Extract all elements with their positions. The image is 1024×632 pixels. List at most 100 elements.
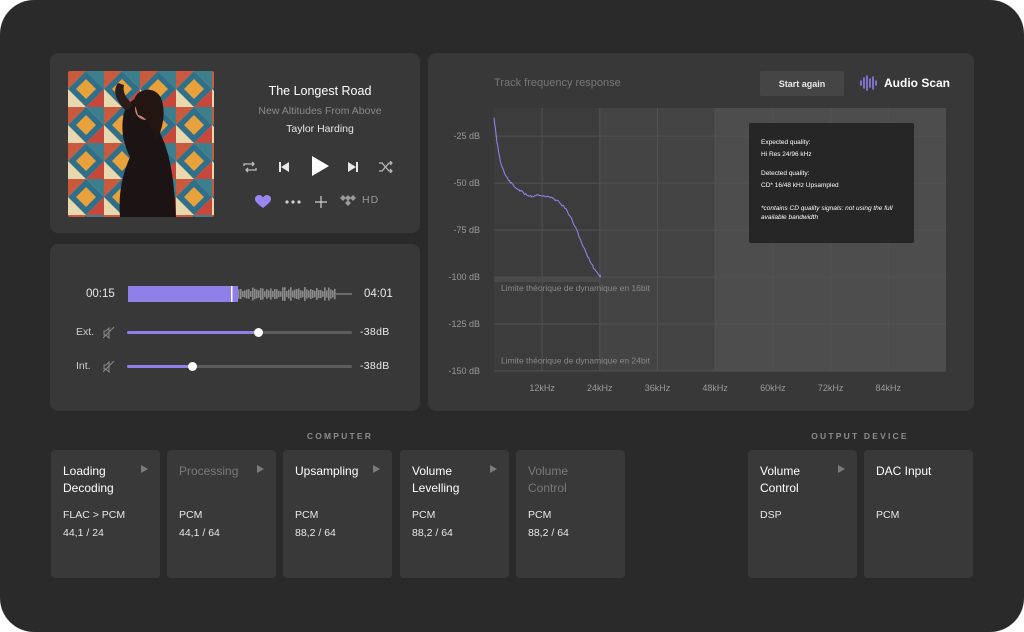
next-button[interactable] [341,155,365,179]
waveform-bar [304,287,306,301]
detected-quality-value: CD* 16/48 kHz Upsampled [761,182,839,189]
waveform-bar [280,291,282,297]
y-tick-label: -25 dB [453,131,480,141]
album-art [68,71,214,217]
waveform-bar [276,289,278,299]
repeat-icon [243,161,257,173]
chain-step-name: Loading Decoding [63,464,114,495]
waveform-bar [298,288,300,300]
chain-arrow-icon [490,465,497,473]
more-options-button[interactable] [282,191,304,213]
limit-16bit-label: Limite théorique de dynamique en 16bit [501,283,650,293]
start-again-button[interactable]: Start again [760,71,844,96]
duration-time: 04:01 [364,288,393,300]
repeat-button[interactable] [238,155,262,179]
chain-step-name: Volume Control [528,464,569,495]
chain-rate: 44,1 / 64 [179,527,220,539]
waveform-seekbar[interactable] [128,286,354,302]
waveform-bar [274,288,276,300]
play-button[interactable] [305,151,335,181]
audio-scan-label: Audio Scan [884,76,951,90]
waveform-bar [296,289,298,299]
waveform-bar [282,287,284,301]
chain-format: PCM [179,509,203,521]
chain-card-loading-decoding[interactable]: Loading Decoding FLAC > PCM 44,1 / 24 [51,450,160,578]
output-card-dac-input[interactable]: DAC Input PCM [864,450,973,578]
y-tick-label: -100 dB [448,272,480,282]
add-button[interactable] [310,191,332,213]
skip-next-icon [348,162,358,172]
chain-format: PCM [295,509,319,521]
y-tick-label: -50 dB [453,178,480,188]
favorite-button[interactable] [252,191,274,213]
x-tick-label: 84kHz [876,383,902,393]
ext-volume-knob[interactable] [253,328,263,337]
chain-card-volume-levelling[interactable]: Volume Levelling PCM 88,2 / 64 [400,450,509,578]
x-tick-label: 12kHz [529,383,555,393]
waveform-bar [264,291,266,297]
hd-label: HD [362,194,380,206]
waveform-bar [266,289,268,299]
more-dots-icon [285,200,301,204]
chain-card-volume-control[interactable]: Volume Control PCM 88,2 / 64 [516,450,625,578]
skip-previous-icon [279,162,289,172]
chain-card-processing[interactable]: Processing PCM 44,1 / 64 [167,450,276,578]
y-tick-label: -75 dB [453,225,480,235]
waveform-bar [258,290,260,298]
ext-volume-slider[interactable] [127,328,352,337]
play-icon [312,156,329,176]
waveform-bar [320,289,322,299]
x-tick-label: 24kHz [587,383,613,393]
chain-rate: 88,2 / 64 [528,527,569,539]
chain-step-name: Upsampling [295,464,359,478]
y-tick-label: -150 dB [448,366,480,376]
waveform-bar [294,289,296,299]
waveform-bar [268,290,270,298]
waveform-bar [290,287,292,301]
waveform-bar [240,288,242,300]
waveform-bar [300,290,302,298]
waveform-bar [252,287,254,301]
x-tick-label: 48kHz [702,383,728,393]
chain-step-name: Volume Levelling [412,464,460,495]
playhead [231,286,233,302]
expected-quality-label: Expected quality: [761,139,811,146]
output-section-label: OUTPUT DEVICE [811,431,909,441]
waveform-bar [238,289,240,299]
output-card-volume-control[interactable]: Volume Control DSP [748,450,857,578]
chain-arrow-icon [373,465,380,473]
waveform-bar [250,291,252,297]
waveform-bar [288,289,290,299]
waveform-bar [308,290,310,298]
waveform-bar [322,291,324,297]
shuffle-icon [379,161,393,173]
chain-card-upsampling[interactable]: Upsampling PCM 88,2 / 64 [283,450,392,578]
previous-button[interactable] [272,155,296,179]
chain-rate: 88,2 / 64 [295,527,336,539]
ext-volume-label: Ext. [76,326,95,338]
waveform-bar [272,290,274,298]
sound-wave-icon [860,75,877,91]
waveform-bar [334,288,336,300]
x-tick-label: 60kHz [760,383,786,393]
waveform-bar [312,290,314,298]
waveform-bar [310,289,312,299]
plus-icon [315,196,327,208]
waveform-bar [328,287,330,301]
chain-rate: 88,2 / 64 [412,527,453,539]
int-mute-button[interactable] [102,360,115,374]
speaker-muted-icon [102,326,115,340]
int-volume-slider[interactable] [127,362,352,371]
y-tick-label: -125 dB [448,319,480,329]
ext-volume-fill [127,331,258,334]
expected-quality-value: Hi Res 24/96 kHz [761,151,812,158]
waveform-bar [326,290,328,298]
chain-arrow-icon [838,465,845,473]
waveform-bar [260,287,262,301]
int-volume-knob[interactable] [188,362,198,371]
waveform-bar [246,289,248,299]
chain-format: PCM [412,509,436,521]
shuffle-button[interactable] [374,155,398,179]
ext-mute-button[interactable] [102,326,115,340]
